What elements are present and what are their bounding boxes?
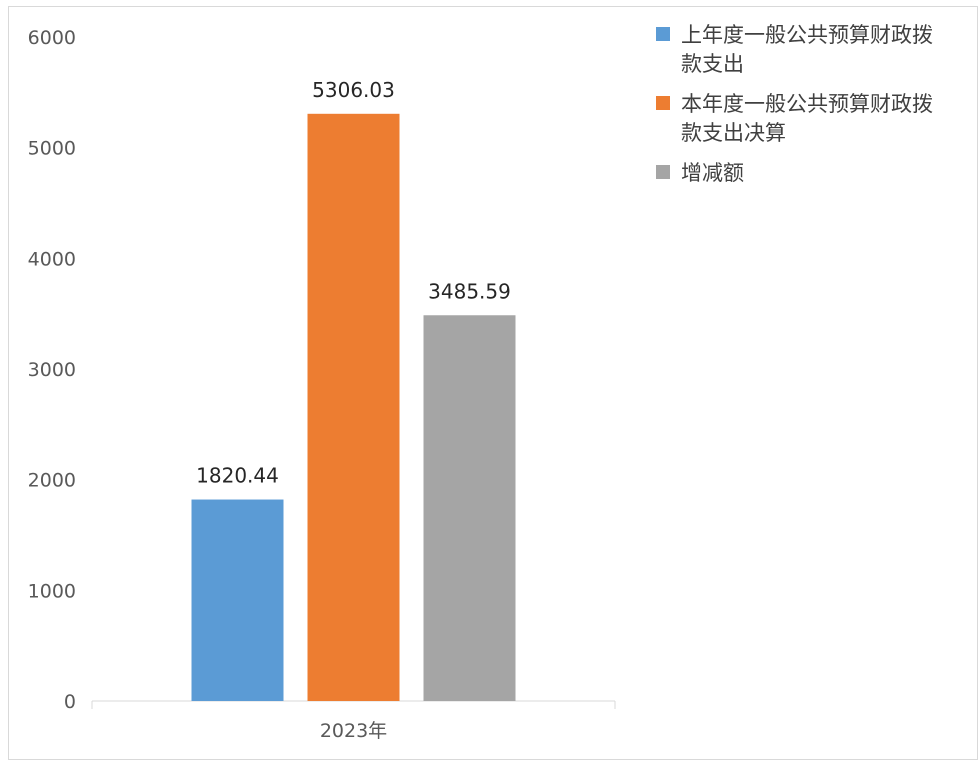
legend-label: 款支出 — [681, 52, 744, 76]
y-tick-label: 1000 — [28, 580, 76, 602]
y-tick-label: 5000 — [28, 138, 76, 160]
y-tick-label: 3000 — [28, 359, 76, 381]
x-tick-label: 2023年 — [320, 720, 387, 742]
y-tick-label: 4000 — [28, 248, 76, 270]
legend-swatch — [656, 96, 670, 110]
y-tick-label: 0 — [64, 691, 76, 713]
bar — [307, 113, 400, 702]
data-label: 5306.03 — [312, 78, 395, 102]
legend-label: 增减额 — [681, 161, 744, 185]
data-label: 1820.44 — [196, 464, 279, 488]
legend-swatch — [656, 27, 670, 41]
data-label: 3485.59 — [428, 279, 511, 303]
legend-swatch — [656, 165, 670, 179]
bar — [423, 315, 516, 701]
bar — [191, 499, 284, 701]
legend-label: 本年度一般公共预算财政拨 — [681, 92, 933, 116]
y-tick-label: 2000 — [28, 470, 76, 492]
legend-label: 上年度一般公共预算财政拨 — [681, 23, 933, 47]
y-tick-label: 6000 — [28, 27, 76, 49]
legend-label: 款支出决算 — [681, 121, 786, 145]
